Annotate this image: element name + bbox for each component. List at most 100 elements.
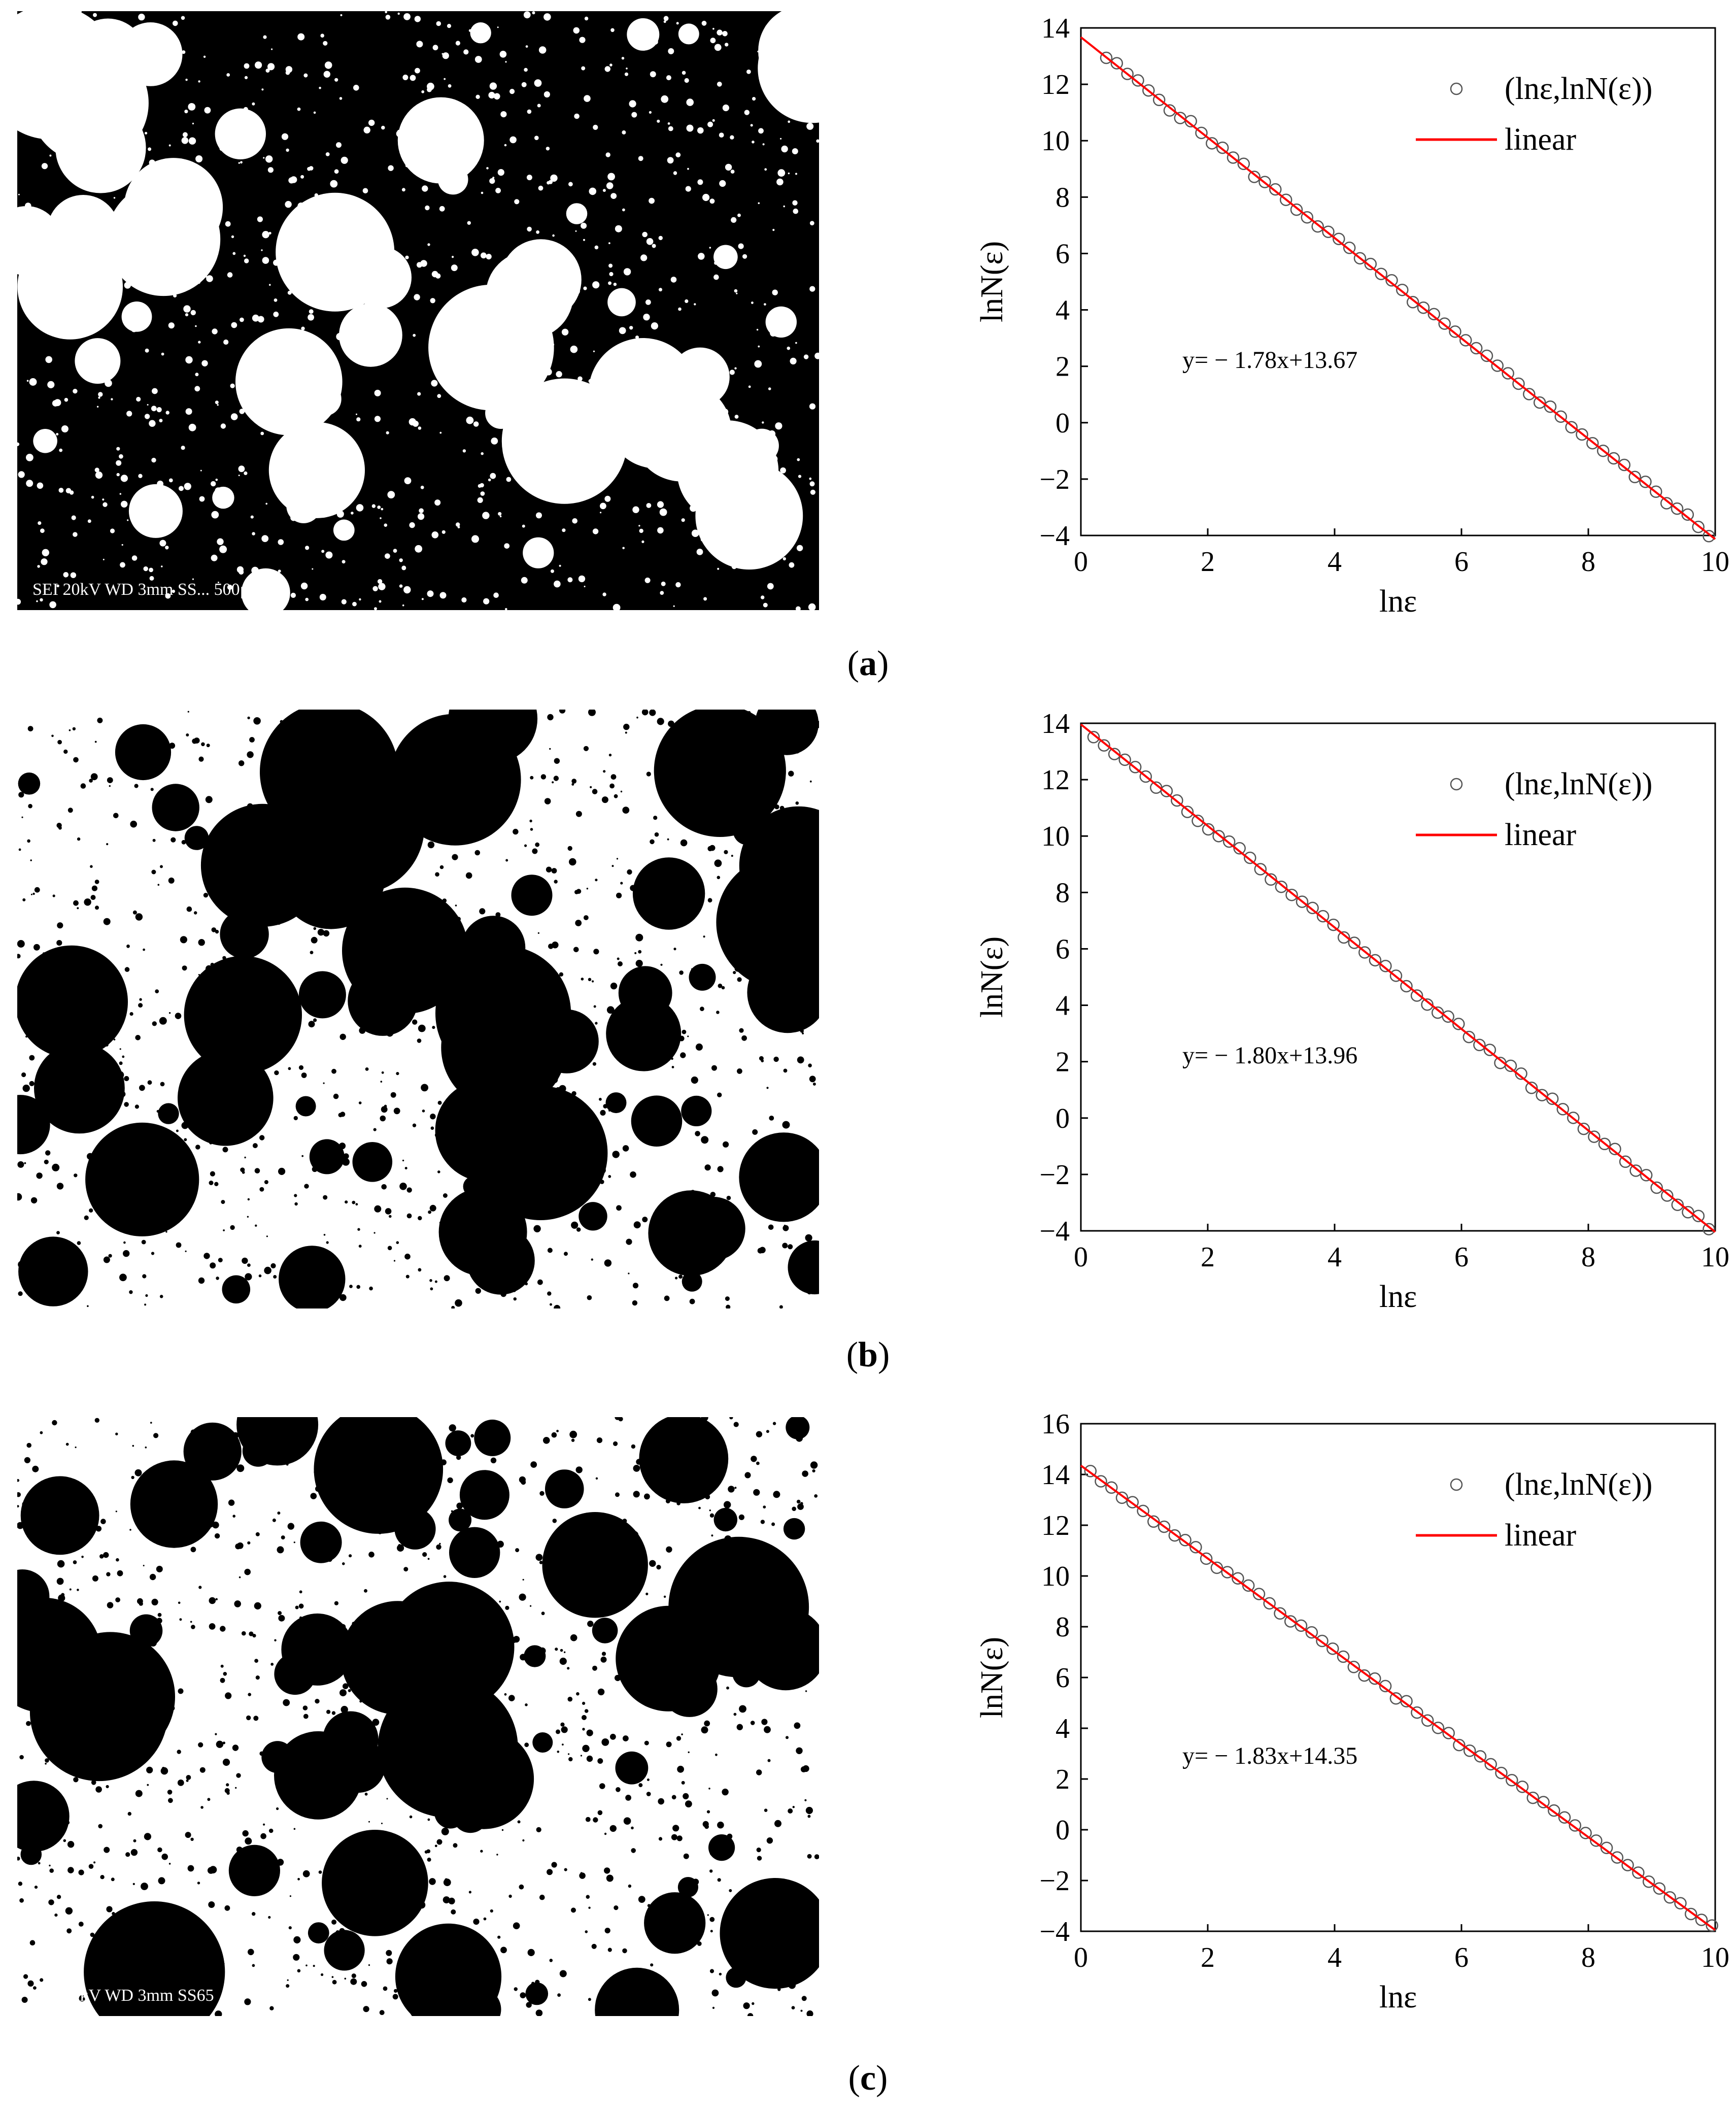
data-point	[1126, 1496, 1139, 1508]
data-point	[1221, 1566, 1234, 1579]
binary-micrograph-a: SEI 20kV WD 3mm SS... 500μm	[0, 5, 868, 617]
data-point	[1565, 421, 1578, 433]
data-point	[1598, 1137, 1611, 1151]
sem-info-label-c: SEI 20kV WD 3mm SS65	[32, 1986, 214, 2005]
data-point	[1210, 1561, 1223, 1574]
data-point	[1628, 471, 1641, 484]
y-tick-label: 2	[1056, 351, 1070, 383]
data-point	[1525, 1082, 1538, 1094]
x-axis-label: lnε	[1379, 584, 1417, 619]
data-point	[1285, 888, 1298, 901]
data-point	[1348, 936, 1361, 949]
x-tick-label: 0	[1074, 1942, 1088, 1973]
y-axis-label: lnN(ε)	[975, 936, 1009, 1018]
data-point	[1516, 1781, 1529, 1793]
y-tick-label: 10	[1041, 821, 1070, 852]
data-point	[1406, 296, 1419, 309]
binary-micrograph-b	[0, 674, 858, 1313]
data-point	[1569, 1819, 1582, 1832]
sem-image-a: SEI 20kV WD 3mm SS... 500μm	[0, 5, 868, 617]
x-tick-label: 8	[1581, 546, 1595, 578]
data-point	[1142, 84, 1155, 97]
data-point	[1375, 267, 1387, 280]
x-tick-label: 4	[1327, 1241, 1342, 1273]
data-point	[1121, 68, 1134, 80]
data-point	[1653, 1882, 1666, 1895]
data-point	[1504, 1059, 1517, 1072]
legend-label-line: linear	[1505, 122, 1576, 157]
data-point	[1619, 1155, 1632, 1168]
data-point	[1621, 1859, 1634, 1871]
x-tick-label: 4	[1327, 546, 1342, 578]
data-point	[1379, 959, 1392, 972]
y-tick-label: 12	[1041, 1510, 1070, 1541]
data-point	[1212, 830, 1225, 843]
data-point	[1449, 325, 1461, 338]
x-tick-label: 2	[1201, 1942, 1215, 1973]
data-point	[1216, 141, 1229, 154]
data-point	[1095, 1475, 1107, 1488]
binary-micrograph-c: SEI 20kV WD 3mm SS65	[0, 1384, 831, 2052]
x-tick-label: 8	[1581, 1241, 1595, 1273]
data-point	[1590, 1834, 1603, 1847]
x-tick-label: 0	[1074, 1241, 1088, 1273]
data-point	[1168, 1529, 1181, 1542]
data-point	[1671, 1198, 1684, 1211]
data-point	[1417, 301, 1430, 314]
data-point	[1333, 232, 1345, 245]
data-point	[1473, 1038, 1486, 1052]
data-point	[1179, 1534, 1192, 1547]
data-point	[1512, 377, 1525, 390]
data-point	[1483, 1044, 1496, 1056]
legend-label-points: (lnε,lnN(ε))	[1505, 1467, 1652, 1502]
data-point	[1369, 954, 1382, 967]
data-point	[1400, 1695, 1413, 1707]
data-point	[1577, 1122, 1590, 1135]
caption-b: (b)	[846, 1335, 890, 1374]
fit-equation: y= − 1.80x+13.96	[1182, 1042, 1357, 1069]
data-point	[1544, 400, 1557, 413]
data-point	[1254, 863, 1267, 876]
fit-line	[1080, 1464, 1716, 1931]
data-point	[1596, 444, 1610, 457]
data-point	[1548, 1804, 1560, 1817]
data-point	[1681, 508, 1694, 521]
data-point	[1533, 396, 1546, 409]
data-point	[1515, 1067, 1527, 1080]
x-tick-label: 0	[1074, 546, 1088, 578]
data-point	[1248, 171, 1261, 183]
data-point	[1206, 137, 1218, 150]
data-point	[1484, 1758, 1497, 1771]
legend-label-line: linear	[1505, 1518, 1576, 1553]
data-point	[1316, 1634, 1329, 1648]
data-point	[1274, 1607, 1286, 1620]
data-point	[1087, 731, 1100, 744]
data-point	[1474, 1750, 1487, 1763]
data-point	[1369, 1672, 1381, 1685]
data-point	[1452, 1018, 1465, 1030]
data-point	[1316, 910, 1330, 923]
data-point	[1462, 1030, 1476, 1044]
data-point	[1290, 203, 1303, 216]
plot-frame	[1080, 722, 1716, 1232]
y-tick-label: 14	[1041, 1459, 1070, 1491]
chart-c: 0 2 4 6 8 10 −4 −2 0 2 4 6 8 10 12 14 16 lnε lnN(ε) (lnε,ln…	[975, 1408, 1729, 2015]
y-tick-label: 2	[1056, 1764, 1070, 1795]
data-point	[1558, 1811, 1571, 1824]
data-point	[1181, 806, 1194, 818]
data-point	[1353, 252, 1367, 265]
data-point	[1642, 1875, 1655, 1888]
data-point	[1611, 1851, 1624, 1864]
data-point	[1327, 918, 1340, 931]
data-point	[1237, 157, 1250, 171]
y-tick-label: 8	[1056, 877, 1070, 909]
data-point	[1684, 1907, 1697, 1921]
data-point	[1567, 1112, 1580, 1124]
x-tick-label: 6	[1454, 1241, 1469, 1273]
data-point	[1463, 1744, 1476, 1757]
data-point	[1495, 1766, 1508, 1780]
legend-label-points: (lnε,lnN(ε))	[1505, 72, 1652, 106]
data-point	[1389, 969, 1403, 982]
sem-image-c: SEI 20kV WD 3mm SS65	[0, 1384, 831, 2052]
data-point	[1337, 1650, 1350, 1663]
